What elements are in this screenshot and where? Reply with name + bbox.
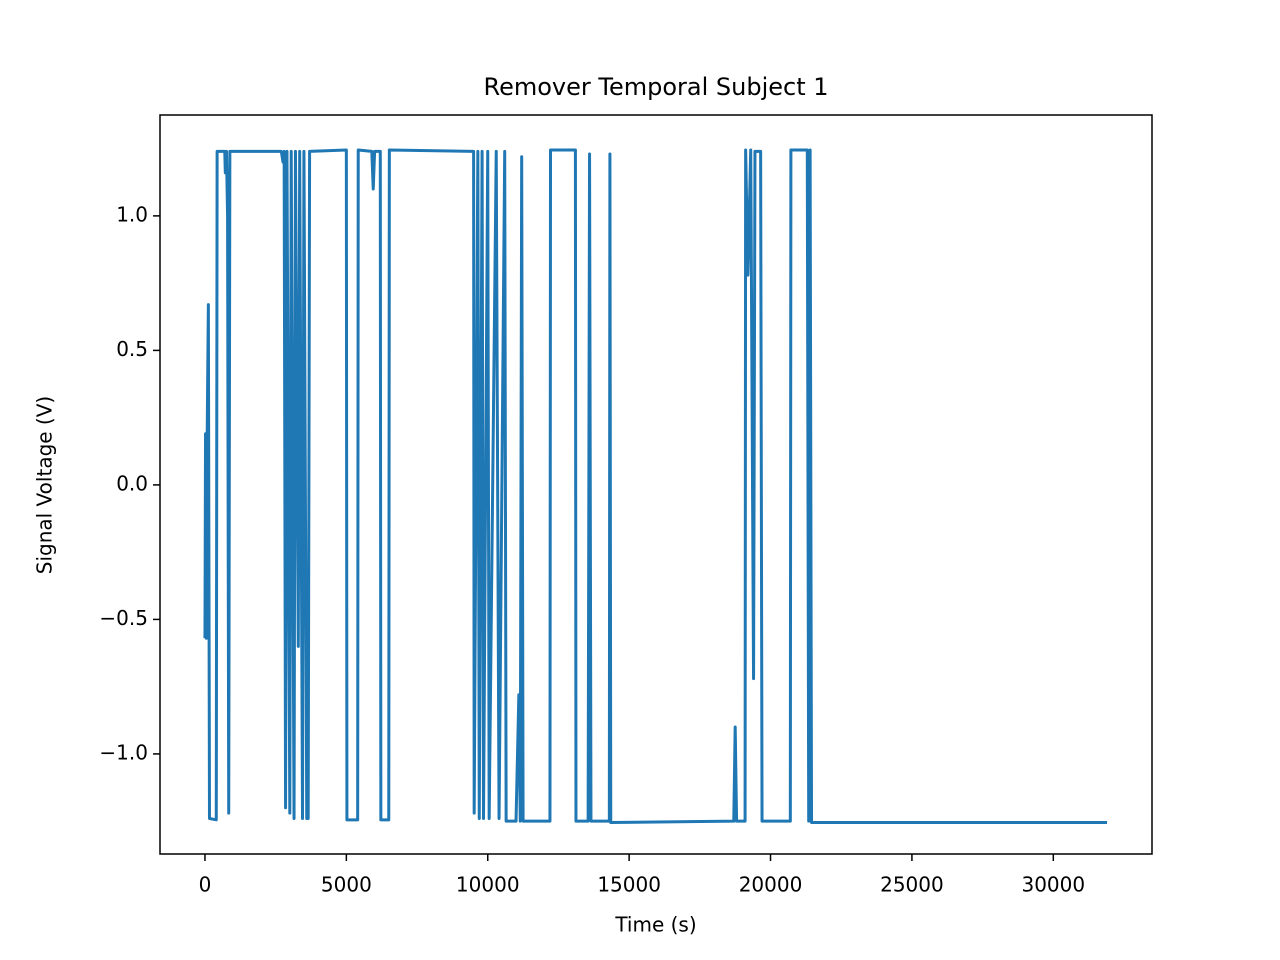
x-tick-label: 20000	[739, 873, 803, 897]
x-tick-label: 5000	[321, 873, 372, 897]
x-tick-label: 10000	[456, 873, 520, 897]
x-axis-label: Time (s)	[614, 913, 696, 937]
x-tick-label: 0	[199, 873, 212, 897]
data-line	[203, 148, 1108, 825]
x-tick-label: 15000	[597, 873, 661, 897]
chart-title: Remover Temporal Subject 1	[483, 73, 828, 101]
y-tick-label: −1.0	[99, 740, 148, 764]
y-tick-label: 0.5	[116, 337, 148, 361]
x-tick-label: 30000	[1021, 873, 1085, 897]
y-tick-label: −0.5	[99, 606, 148, 630]
x-tick-label: 25000	[880, 873, 944, 897]
y-tick-label: 0.0	[116, 471, 148, 495]
y-axis-label: Signal Voltage (V)	[33, 396, 57, 574]
plot-frame	[159, 114, 1153, 855]
y-tick-label: 1.0	[116, 202, 148, 226]
